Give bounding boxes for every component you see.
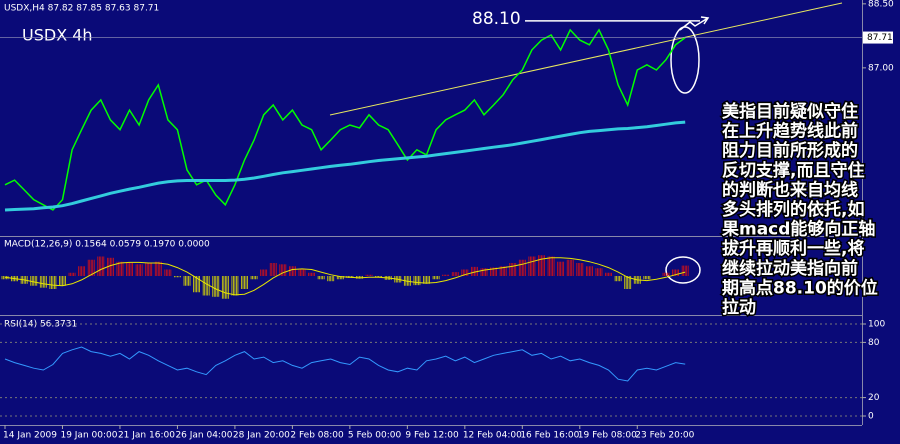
y-tick-label: 20	[868, 393, 880, 403]
chart-title: USDX,H4 87.82 87.85 87.63 87.71	[4, 4, 159, 14]
series-line	[4, 257, 686, 296]
series-line	[4, 120, 686, 212]
x-tick-label: 5 Feb 00:00	[348, 431, 402, 441]
current-price-label: 87.71	[867, 33, 893, 43]
x-tick-label: 26 Jan 04:00	[175, 431, 232, 441]
y-tick-label: 80	[868, 338, 880, 348]
annotation-text: 果macd能够向正轴	[722, 219, 875, 240]
trend-line	[329, 2, 843, 116]
x-tick-label: 19 Feb 08:00	[578, 431, 637, 441]
annotation-text: 拔升再顺利一些,将	[722, 238, 864, 259]
series-line	[4, 346, 686, 382]
y-tick-label: 100	[868, 320, 885, 330]
highlight-ellipse	[670, 26, 700, 94]
highlight-ellipse	[665, 256, 701, 284]
annotation-text: 拉动	[722, 297, 756, 318]
x-tick-label: 16 Feb 16:00	[520, 431, 579, 441]
x-tick-label: 23 Feb 20:00	[635, 431, 694, 441]
x-tick-label: 19 Jan 00:00	[60, 431, 117, 441]
x-tick-label: 21 Jan 16:00	[118, 431, 175, 441]
annotation-text: 期高点88.10的价位	[722, 277, 878, 298]
x-tick-label: 2 Feb 08:00	[290, 431, 344, 441]
annotation-text: 继续拉动美指向前	[722, 258, 858, 279]
x-tick-label: 12 Feb 04:00	[463, 431, 522, 441]
y-tick-label: 0	[868, 412, 874, 422]
annotation-text: 的判断也来自均线	[722, 179, 858, 200]
annotation-text: 反切支撑,而且守住	[722, 160, 864, 181]
annotation-text: 多头排列的依托,如	[722, 199, 864, 220]
current-price-box	[863, 31, 893, 44]
symbol-label: USDX 4h	[22, 26, 93, 45]
annotation-text: 阻力目前所形成的	[722, 140, 858, 161]
arrow	[679, 16, 710, 31]
y-tick-label: 87.00	[868, 63, 894, 73]
annotation-text: 美指目前疑似守住	[722, 101, 858, 122]
annotation-text: 在上升趋势线此前	[722, 121, 858, 142]
series-line	[4, 28, 686, 211]
resistance-label: 88.10	[472, 9, 521, 29]
macd-title: MACD(12,26,9) 0.1564 0.0579 0.1970 0.000…	[4, 240, 210, 250]
x-tick-label: 28 Jan 20:00	[233, 431, 290, 441]
x-tick-label: 14 Jan 2009	[3, 431, 57, 441]
x-tick-label: 9 Feb 12:00	[405, 431, 459, 441]
y-tick-label: 88.50	[868, 0, 894, 9]
